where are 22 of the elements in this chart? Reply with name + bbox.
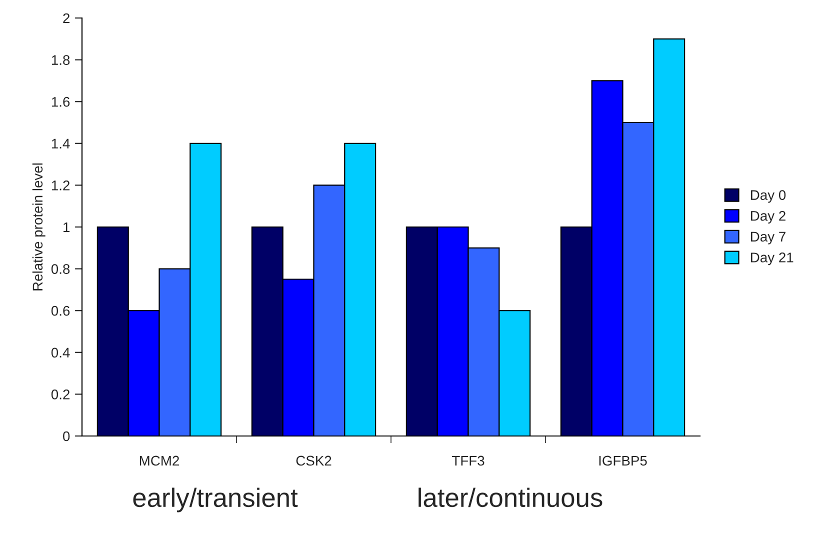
y-tick-label: 0.2: [51, 390, 70, 400]
legend-label: Day 7: [751, 232, 786, 244]
y-tick-label: 1.6: [52, 96, 70, 107]
y-tick-label: 1.8: [52, 55, 70, 65]
legend-label: Day 21: [751, 252, 794, 266]
legend-label: Day 2: [751, 210, 786, 224]
y-tick-label: 2: [63, 13, 70, 24]
x-tick-label: IGFBP5: [599, 456, 647, 466]
x-tick-label: TFF3: [452, 456, 484, 466]
y-tick-label: 0.8: [51, 264, 70, 274]
y-tick-label: 1.4: [52, 138, 70, 148]
text: early/transient: [133, 488, 298, 512]
text: later/continuous: [418, 488, 602, 508]
x-tick-label: MCM2: [140, 456, 179, 466]
x-tick-label: CSK2: [296, 456, 332, 466]
y-tick-label: 1: [64, 222, 70, 232]
y-axis-title: Relative protein level: [32, 163, 46, 290]
y-tick-label: 1.2: [52, 180, 70, 190]
y-tick-label: 0.4: [51, 348, 70, 358]
y-tick-label: 0: [63, 431, 70, 442]
legend-label: Day 0: [751, 190, 786, 203]
y-tick-label: 0.6: [51, 306, 70, 316]
